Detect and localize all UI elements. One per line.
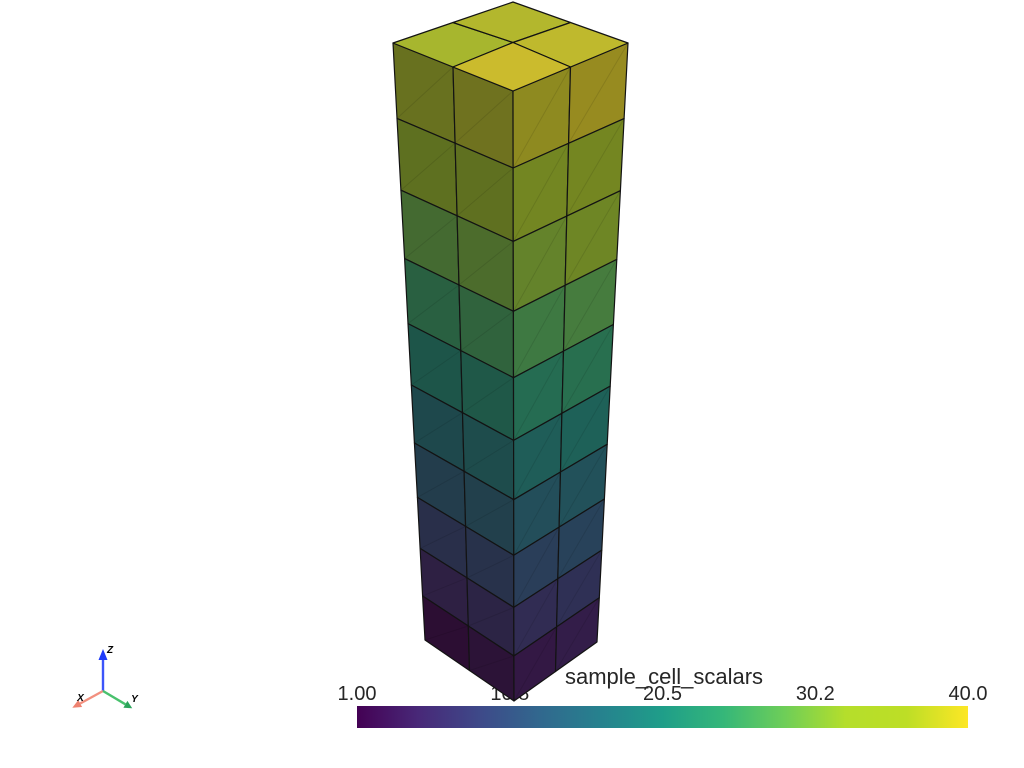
mesh-triangulation-edge bbox=[555, 597, 600, 672]
mesh-triangulation-edge bbox=[419, 525, 466, 549]
mesh-triangulation-edge bbox=[458, 241, 514, 286]
colorbar-tick-label: 1.00 bbox=[338, 683, 377, 705]
mesh-triangulation-edge bbox=[452, 22, 514, 43]
mesh-triangulation-edge bbox=[454, 90, 514, 144]
mesh-triangulation-edge bbox=[460, 310, 514, 352]
mesh-triangulation-edge bbox=[456, 167, 514, 217]
mesh-triangulation-edge bbox=[404, 215, 458, 260]
mesh-triangulation-edge bbox=[400, 142, 456, 191]
mesh-column bbox=[392, 1, 629, 702]
x-axis-arrow-shaft bbox=[79, 689, 104, 705]
mesh-triangulation-edge bbox=[513, 471, 561, 556]
z-axis-arrow-arrowhead bbox=[98, 649, 108, 660]
mesh-triangulation-edge bbox=[424, 625, 469, 641]
mesh-triangulation-edge bbox=[463, 440, 514, 472]
mesh-triangulation-edge bbox=[462, 377, 514, 414]
mesh-triangulation-edge bbox=[558, 444, 608, 528]
mesh-triangulation-edge bbox=[417, 470, 465, 498]
mesh-triangulation-edge bbox=[512, 66, 571, 169]
colorbar: sample_cell_scalars 1.0010.820.530.240.0 bbox=[338, 664, 988, 728]
y-axis-label: Y bbox=[131, 694, 139, 705]
mesh-triangulation-edge bbox=[568, 42, 629, 144]
mesh-triangulation-edge bbox=[407, 284, 460, 324]
mesh-triangulation-edge bbox=[566, 118, 625, 217]
x-axis-arrow-arrowhead bbox=[72, 700, 83, 708]
mesh-triangulation-edge bbox=[469, 655, 515, 671]
mesh-triangulation-edge bbox=[513, 526, 560, 608]
mesh-triangulation-edge bbox=[563, 259, 618, 352]
colorbar-tick-label: 40.0 bbox=[949, 683, 988, 705]
colorbar-tick-label: 20.5 bbox=[643, 683, 682, 705]
colorbar-tick-labels: 1.0010.820.530.240.0 bbox=[338, 683, 988, 705]
mesh-triangulation-edge bbox=[465, 499, 514, 527]
mesh-triangulation-edge bbox=[468, 606, 515, 627]
mesh-triangulation-edge bbox=[396, 66, 454, 119]
mesh-triangulation-edge bbox=[414, 412, 463, 444]
mesh-triangulation-edge bbox=[411, 350, 462, 386]
y-axis-arrow-arrowhead bbox=[123, 700, 133, 709]
z-axis-label: Z bbox=[106, 645, 114, 656]
mesh-triangulation-edge bbox=[560, 385, 611, 473]
mesh-triangulation-edge bbox=[513, 413, 563, 500]
mesh-triangulation-edge bbox=[466, 554, 514, 579]
mesh-triangulation-edge bbox=[513, 578, 559, 657]
colorbar-gradient-bar bbox=[357, 706, 968, 728]
mesh-triangulation-edge bbox=[422, 577, 468, 597]
mesh-triangulation-edge bbox=[512, 215, 568, 312]
x-axis-label: X bbox=[76, 693, 85, 704]
mesh-triangulation-edge bbox=[556, 549, 603, 628]
mesh-triangulation-edge bbox=[564, 190, 621, 286]
mesh-triangulation-edge bbox=[512, 42, 571, 68]
orientation-axes-widget: X Y Z bbox=[72, 645, 139, 709]
mesh-triangulation-edge bbox=[513, 285, 566, 378]
mesh-triangulation-edge bbox=[557, 498, 605, 580]
y-axis-arrow-shaft bbox=[102, 689, 127, 706]
mesh-cell-face-top bbox=[452, 41, 572, 92]
mesh-triangulation-edge bbox=[561, 324, 614, 414]
mesh-triangulation-edge bbox=[513, 350, 564, 441]
mesh-triangulation-edge bbox=[512, 143, 570, 242]
mesh-triangulation-edge bbox=[513, 626, 558, 702]
mesh-cell-face-right bbox=[554, 597, 600, 673]
colorbar-title: sample_cell_scalars bbox=[565, 664, 763, 689]
colorbar-tick-label: 30.2 bbox=[796, 683, 835, 705]
